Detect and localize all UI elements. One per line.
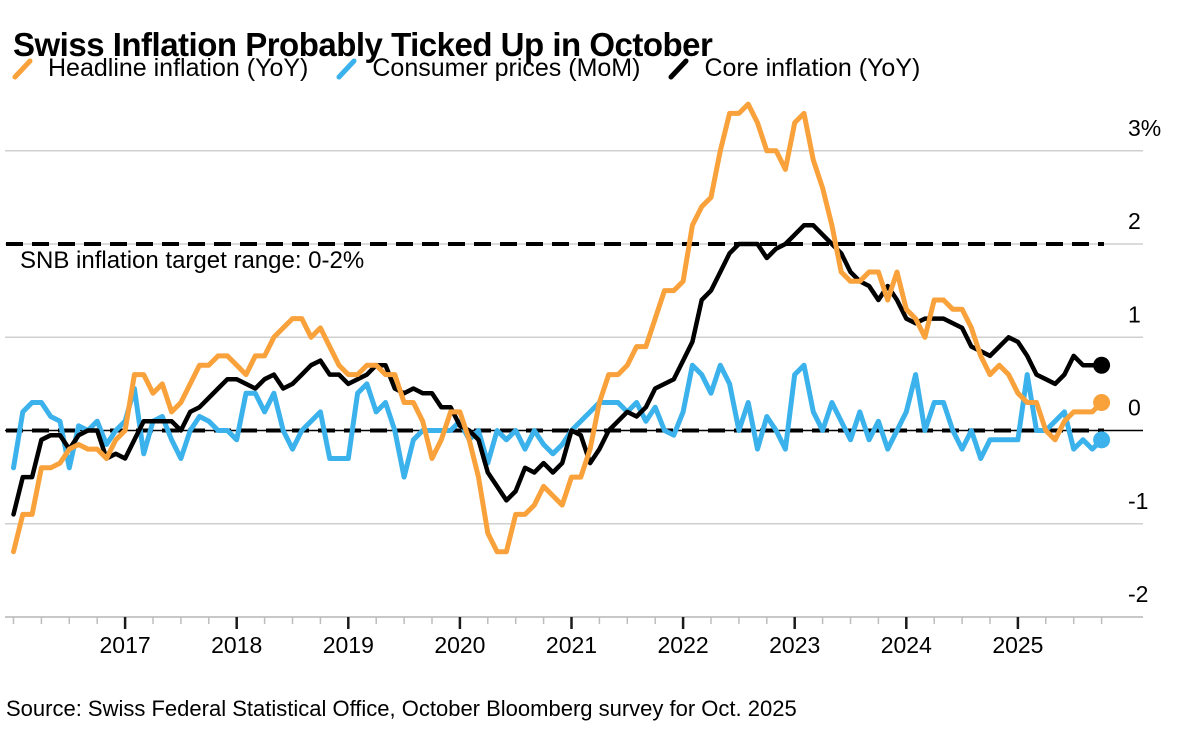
x-axis-label-2022: 2022 <box>658 632 709 658</box>
series-line-0 <box>11 101 1105 555</box>
x-axis-label-2023: 2023 <box>769 632 820 658</box>
x-axis-label-2021: 2021 <box>546 632 597 658</box>
y-axis-label--2: -2 <box>1128 581 1148 607</box>
y-axis-label-0: 0 <box>1128 395 1141 421</box>
headline-series-slash-icon <box>10 57 36 81</box>
legend-item-headline-inflation: Headline inflation (YoY) <box>10 54 308 83</box>
chart-title: Swiss Inflation Probably Ticked Up in Oc… <box>13 26 713 64</box>
forecast-dot-1 <box>1093 431 1111 449</box>
y-axis-label-2: 2 <box>1128 208 1141 234</box>
snb-target-annotation: SNB inflation target range: 0-2% <box>20 247 365 274</box>
consumer-prices-series-slash-icon <box>334 57 360 81</box>
legend-label-headline-inflation: Headline inflation (YoY) <box>48 54 309 82</box>
legend-item-core-inflation: Core inflation (YoY) <box>666 54 920 83</box>
legend: Headline inflation (YoY) Consumer prices… <box>10 54 920 83</box>
legend-label-core-inflation: Core inflation (YoY) <box>704 54 921 82</box>
core-inflation-series-slash-icon <box>666 57 692 81</box>
source-note: Source: Swiss Federal Statistical Office… <box>6 696 797 721</box>
x-axis-label-2025: 2025 <box>992 632 1043 658</box>
forecast-dot-2 <box>1093 356 1111 374</box>
y-axis-label-3%: 3% <box>1128 115 1161 141</box>
series-line-1 <box>11 362 1105 480</box>
x-axis-label-2017: 2017 <box>100 632 151 658</box>
x-axis-label-2024: 2024 <box>881 632 932 658</box>
x-axis-label-2019: 2019 <box>323 632 374 658</box>
x-axis-label-2020: 2020 <box>434 632 485 658</box>
y-axis-label--1: -1 <box>1128 488 1148 514</box>
forecast-dot-0 <box>1093 394 1111 412</box>
legend-item-consumer-prices: Consumer prices (MoM) <box>334 54 640 83</box>
legend-label-consumer-prices: Consumer prices (MoM) <box>372 54 641 82</box>
x-axis-label-2018: 2018 <box>211 632 262 658</box>
y-axis-label-1: 1 <box>1128 301 1141 327</box>
series-line-2 <box>11 223 1104 517</box>
